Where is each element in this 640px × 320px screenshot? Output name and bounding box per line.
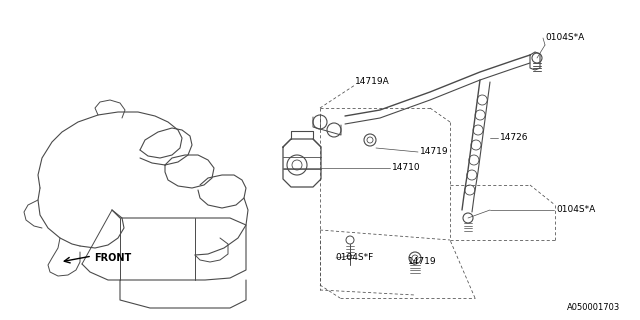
Text: 14719A: 14719A [355,77,390,86]
Text: 0104S*F: 0104S*F [335,253,373,262]
Text: 14726: 14726 [500,133,529,142]
Text: A050001703: A050001703 [567,303,620,313]
Text: 0104S*A: 0104S*A [545,34,584,43]
Text: 0104S*A: 0104S*A [556,205,595,214]
Text: 14719: 14719 [420,148,449,156]
Text: 14719: 14719 [408,258,436,267]
Text: FRONT: FRONT [94,253,131,263]
Text: 14710: 14710 [392,164,420,172]
